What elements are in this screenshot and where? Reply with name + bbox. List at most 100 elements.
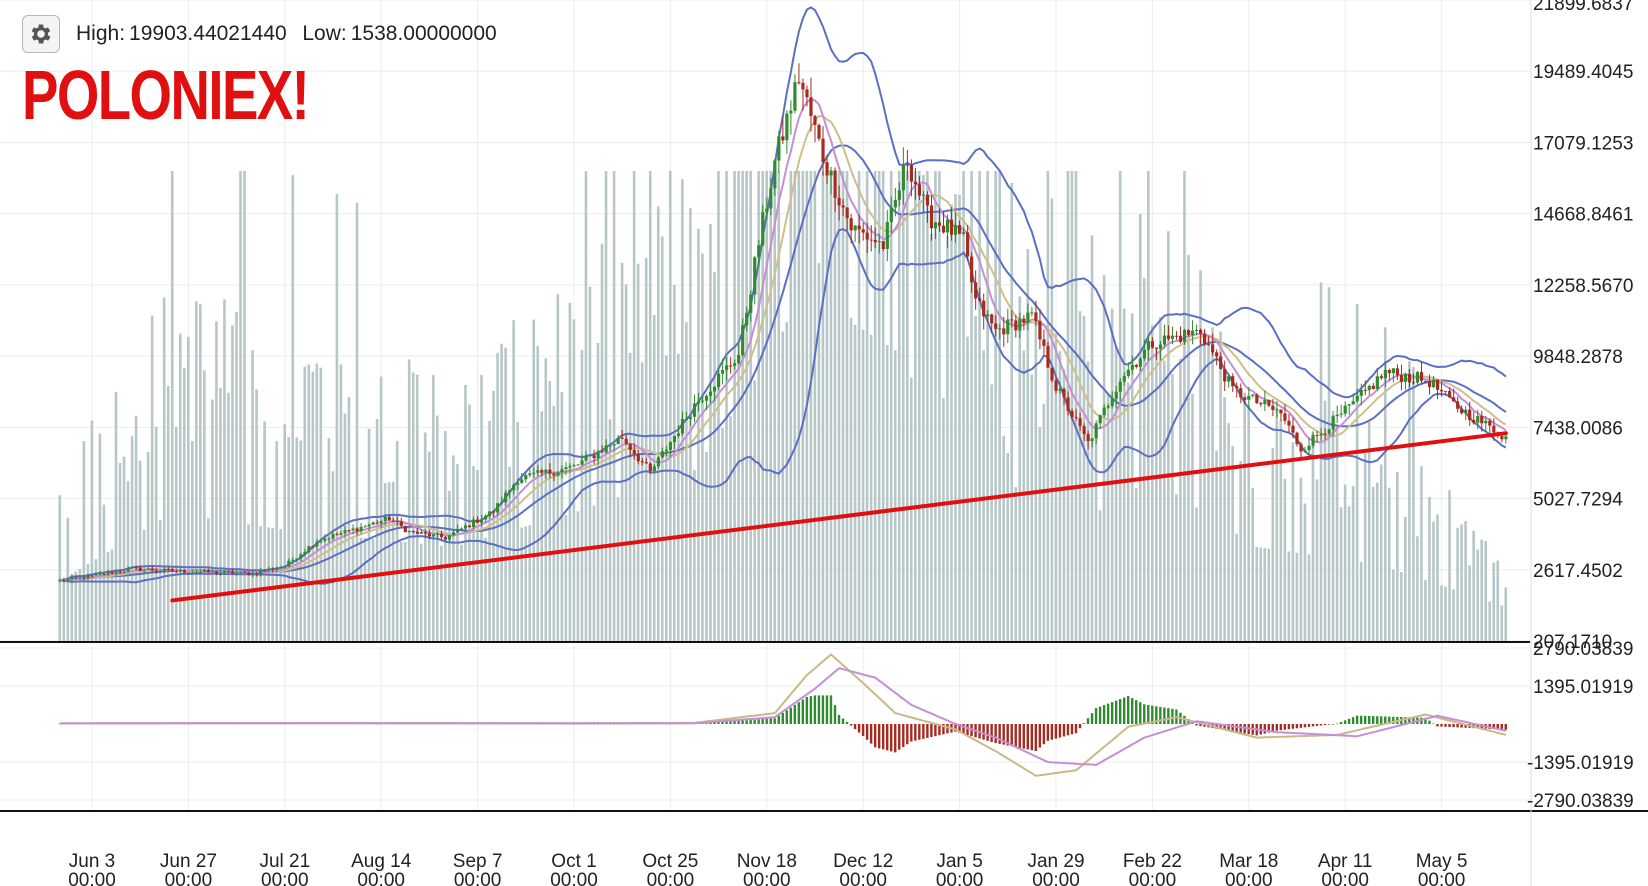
volume-bar xyxy=(1307,554,1311,641)
macd-histogram-bar xyxy=(1094,708,1098,724)
volume-bar xyxy=(958,194,961,642)
volume-bar xyxy=(1263,548,1267,641)
candle-body xyxy=(1102,407,1106,416)
volume-bar xyxy=(946,235,949,641)
candle-body xyxy=(986,314,990,317)
volume-bar xyxy=(162,297,166,641)
volume-bar xyxy=(813,171,817,641)
candle-body xyxy=(1146,341,1150,350)
macd-histogram-bar xyxy=(568,723,572,725)
macd-histogram-bar xyxy=(821,695,825,724)
macd-histogram-bar xyxy=(1287,724,1291,730)
volume-bar xyxy=(1311,432,1315,641)
volume-bar xyxy=(1279,420,1283,641)
candle-body xyxy=(1082,426,1086,435)
volume-bar xyxy=(757,171,760,641)
volume-bar xyxy=(1247,405,1250,641)
volume-bar xyxy=(150,315,154,641)
candle-body xyxy=(142,569,146,571)
candle-body xyxy=(1279,409,1283,414)
macd-histogram-bar xyxy=(520,723,523,725)
volume-bar xyxy=(367,428,371,641)
candle-body xyxy=(620,437,624,439)
volume-bar xyxy=(203,370,206,641)
candle-body xyxy=(190,572,195,574)
volume-bar xyxy=(914,171,917,641)
volume-bar xyxy=(853,324,857,641)
bollinger-lower xyxy=(59,228,1507,585)
candle-body xyxy=(154,570,158,572)
candle-body xyxy=(600,451,604,453)
candle-body xyxy=(110,572,114,574)
volume-bar xyxy=(307,364,311,641)
candle-body xyxy=(978,298,982,301)
candle-body xyxy=(1207,344,1211,346)
candle-body xyxy=(271,568,275,570)
candle-body xyxy=(966,232,970,257)
candle-body xyxy=(568,466,572,468)
macd-histogram-bar xyxy=(777,715,780,724)
candle-body xyxy=(520,479,524,483)
volume-bar xyxy=(1275,407,1279,641)
candle-body xyxy=(1038,320,1042,340)
macd-histogram-bar xyxy=(1448,724,1451,727)
macd-histogram-bar xyxy=(1295,724,1299,729)
candle-body xyxy=(998,328,1002,330)
macd-histogram-bar xyxy=(1062,724,1066,737)
x-tick-date: Feb 22 xyxy=(1123,851,1182,872)
volume-bar xyxy=(90,420,94,641)
settings-button[interactable] xyxy=(22,15,60,53)
candle-body xyxy=(1098,415,1102,424)
volume-bar xyxy=(749,171,752,641)
candle-body xyxy=(435,533,440,535)
macd-histogram-bar xyxy=(1038,724,1042,748)
candle-body xyxy=(708,391,713,396)
volume-bar xyxy=(138,460,142,641)
volume-bar xyxy=(496,352,499,641)
volume-bar xyxy=(753,380,756,641)
candle-body xyxy=(692,403,697,417)
candle-body xyxy=(1319,433,1323,436)
volume-bar xyxy=(1126,382,1130,641)
candle-body xyxy=(327,538,331,540)
volume-bar xyxy=(797,171,801,641)
macd-histogram-bar xyxy=(910,724,913,742)
y-tick-label: 19489.4045 xyxy=(1533,62,1633,83)
volume-bar xyxy=(1163,360,1166,641)
volume-bar xyxy=(725,171,728,641)
candle-body xyxy=(881,241,885,250)
candle-body xyxy=(395,521,399,523)
candle-body xyxy=(833,170,837,198)
candle-body xyxy=(443,537,448,540)
candle-body xyxy=(572,465,576,467)
macd-histogram-bar xyxy=(1235,724,1238,733)
x-tick-date: May 5 xyxy=(1416,851,1468,872)
x-tick-date: Mar 18 xyxy=(1219,851,1278,872)
volume-bar xyxy=(1251,487,1255,641)
candle-body xyxy=(849,218,853,231)
candle-body xyxy=(640,461,644,463)
volume-bar xyxy=(652,314,656,641)
candle-body xyxy=(243,571,247,573)
volume-bar xyxy=(299,440,303,641)
candle-body xyxy=(1435,379,1440,390)
volume-bar xyxy=(1207,335,1210,641)
volume-bar xyxy=(1010,183,1014,642)
macd-histogram-bar xyxy=(1440,724,1443,727)
high-label: High: xyxy=(76,22,126,45)
volume-bar xyxy=(885,345,889,641)
candle-body xyxy=(355,528,359,532)
macd-histogram-bar xyxy=(837,714,841,724)
candle-body xyxy=(1154,347,1159,349)
candle-body xyxy=(106,572,110,575)
candle-body xyxy=(1054,380,1058,391)
volume-bar xyxy=(1231,446,1234,641)
macd-histogram-bar xyxy=(536,723,539,725)
volume-bar xyxy=(1142,278,1146,641)
candle-body xyxy=(488,511,492,516)
macd-histogram-bar xyxy=(1372,716,1375,724)
x-tick-date: Jan 29 xyxy=(1027,851,1084,872)
candle-body xyxy=(1375,376,1379,389)
macd-histogram-bar xyxy=(1127,696,1130,724)
